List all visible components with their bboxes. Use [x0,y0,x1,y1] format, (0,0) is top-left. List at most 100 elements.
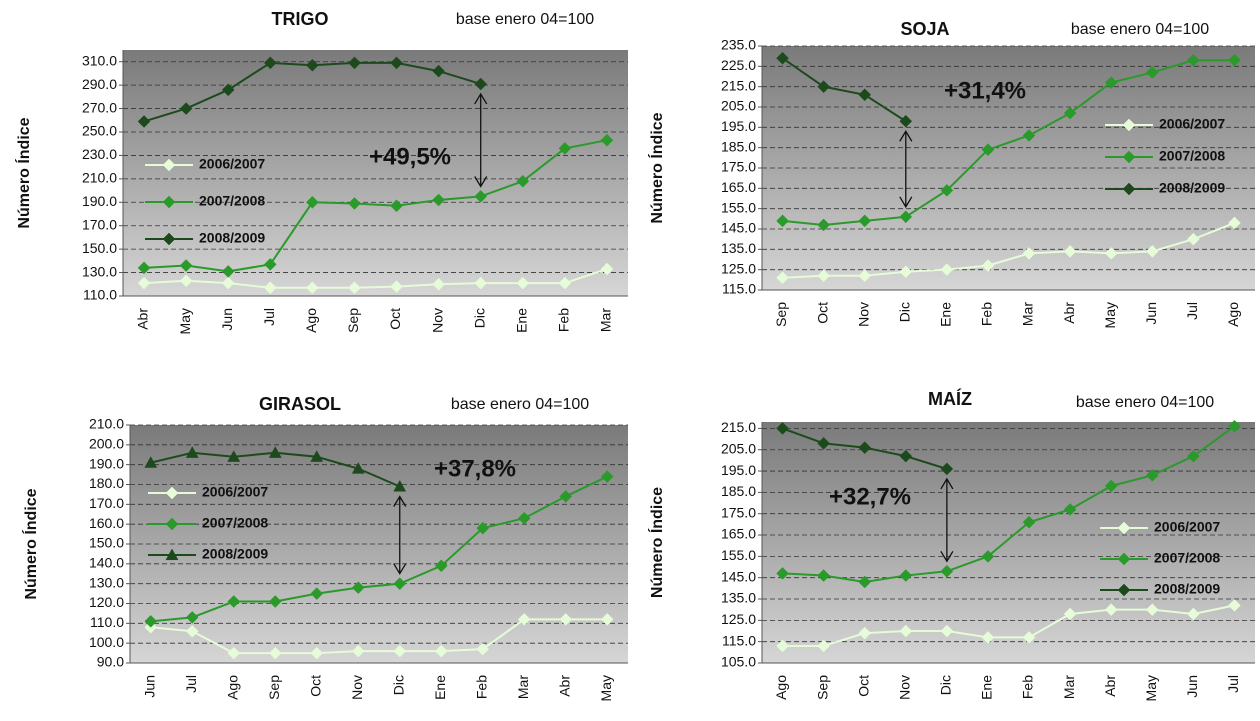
data-point [1228,216,1241,230]
x-tick-label: Dic [896,302,912,322]
data-point [432,193,445,207]
data-point [1104,247,1118,260]
x-tick-label: Feb [979,302,995,326]
legend-marker [165,486,179,500]
data-point [517,511,531,525]
x-tick-label: Mar [1061,675,1077,699]
y-tick-label: 310.0 [82,52,117,68]
data-point [310,646,324,660]
legend-label: 2007/2008 [1159,148,1225,164]
legend-marker [165,548,179,561]
data-point [899,449,913,463]
legend-marker [162,195,176,209]
y-tick-label: 210.0 [89,416,124,432]
x-tick-label: May [177,308,193,334]
series-line [150,475,608,623]
data-point [516,174,530,188]
data-point [390,199,403,213]
data-point [817,80,830,94]
x-tick-label: Sep [773,302,789,327]
legend-marker [1122,182,1136,196]
data-point [1187,53,1200,67]
y-tick-label: 160.0 [89,515,124,531]
data-point [474,276,488,290]
data-point [776,271,789,285]
data-point [393,644,407,658]
data-point [858,575,872,589]
x-tick-label: Jun [141,675,157,698]
y-tick-label: 145.0 [721,568,756,584]
data-point [776,214,789,228]
data-point [940,564,954,578]
x-tick-label: Feb [556,308,572,332]
data-point [516,276,530,290]
x-tick-label: Ago [773,675,789,700]
x-tick-label: Oct [855,675,871,697]
x-tick-label: Sep [814,675,830,700]
chart-title: MAÍZ [928,388,972,409]
data-point [899,114,913,128]
x-tick-label: Dic [938,675,954,695]
x-tick-label: Abr [1061,302,1077,324]
y-tick-label: 110.0 [83,287,117,303]
x-tick-label: Dic [390,675,406,695]
data-point [558,142,572,155]
data-point [559,490,573,503]
y-tick-label: 175.0 [721,504,756,520]
data-point [899,569,913,582]
legend-label: 2006/2007 [1159,116,1225,132]
legend-label: 2007/2008 [202,515,268,531]
data-point [306,58,319,72]
legend-label: 2008/2009 [202,546,268,562]
data-point [776,639,789,653]
data-point [981,550,995,563]
data-point [1022,515,1036,529]
y-axis-label: Número Índice [647,487,666,598]
data-point [221,83,235,97]
data-point [940,184,954,197]
x-tick-label: Ene [979,675,995,700]
data-point [185,611,199,624]
y-tick-label: 175.0 [721,159,756,175]
annotation: +37,8% [434,455,516,482]
data-point [600,470,614,483]
y-tick-label: 235.0 [721,37,756,53]
data-point [1187,607,1200,621]
x-tick-label: Oct [387,308,403,330]
data-point [600,133,614,147]
data-point [858,214,872,228]
data-point [776,51,789,65]
x-tick-label: Jun [1184,675,1200,698]
x-tick-label: Ene [513,308,529,333]
data-point [227,450,241,462]
note: base enero 04=100 [456,11,594,28]
legend-marker [162,158,176,172]
data-point [263,258,277,271]
y-tick-label: 185.0 [721,138,756,154]
data-point [1145,468,1159,482]
data-point [144,614,158,628]
y-tick-label: 210.0 [82,170,117,186]
legend-marker [1117,521,1131,535]
y-tick-label: 225.0 [721,57,756,73]
x-tick-label: Ago [1225,302,1241,327]
data-point [899,210,913,224]
data-point [858,269,872,283]
arrow-head [899,129,913,142]
data-point [476,521,490,535]
data-point [1104,76,1118,89]
data-point [432,64,445,78]
note: base enero 04=100 [451,396,589,413]
y-tick-label: 170.0 [82,216,117,232]
x-tick-label: Jul [1225,675,1241,693]
x-tick-label: Abr [135,308,151,330]
data-point [310,587,324,600]
data-point [306,281,319,295]
y-tick-label: 120.0 [89,594,124,610]
arrow-head [940,477,954,490]
data-point [390,280,403,293]
data-point [858,626,872,640]
data-point [899,265,913,279]
data-point [268,646,282,660]
